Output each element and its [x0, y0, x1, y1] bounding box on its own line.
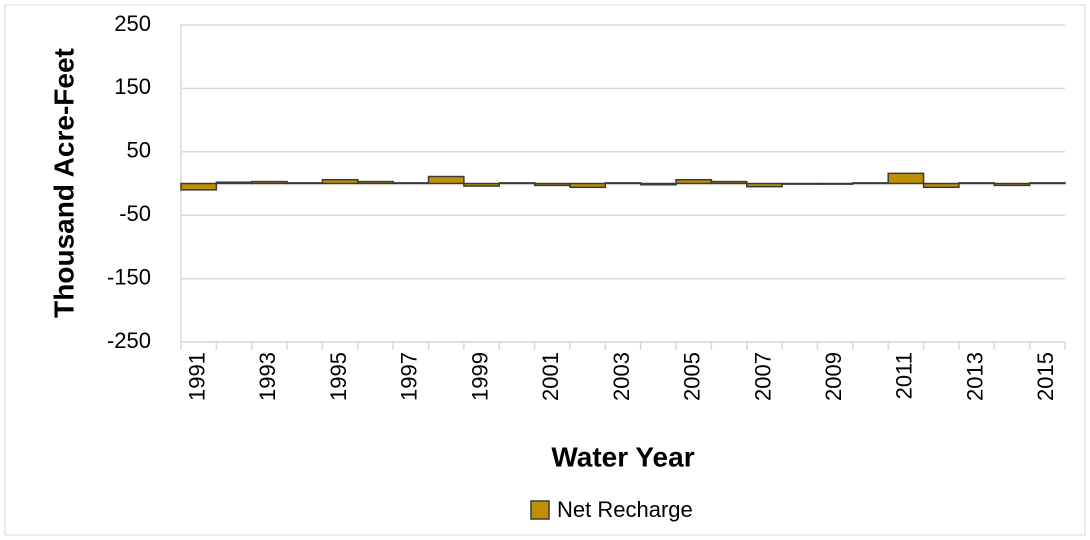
bar — [321, 178, 359, 185]
bar — [816, 182, 854, 185]
bar — [922, 182, 960, 189]
chart-border — [4, 4, 1086, 536]
bar — [887, 172, 925, 185]
y-tick-label: -250 — [107, 328, 151, 353]
bar — [427, 175, 465, 185]
y-tick-label: 50 — [127, 138, 151, 163]
bar — [180, 182, 218, 191]
y-axis-title: Thousand Acre-Feet — [48, 48, 79, 318]
bar — [604, 182, 642, 185]
bar — [463, 182, 500, 187]
legend-swatch — [530, 500, 550, 520]
x-tick-label: 2009 — [821, 352, 846, 401]
bar — [357, 180, 394, 185]
bar — [250, 180, 288, 185]
bar — [675, 178, 713, 185]
x-tick-label: 2001 — [538, 352, 563, 401]
bar — [533, 182, 571, 187]
x-axis-title: Water Year — [551, 441, 694, 472]
y-tick-label: 250 — [114, 11, 151, 36]
bar — [392, 182, 430, 185]
y-tick-label: -150 — [107, 264, 151, 289]
bar — [498, 182, 536, 185]
bar — [710, 180, 748, 185]
bar — [639, 182, 677, 186]
x-tick-label: 2015 — [1033, 352, 1058, 401]
bar — [852, 182, 889, 185]
y-tick-label: -50 — [119, 201, 151, 226]
bar — [215, 181, 253, 185]
bar — [286, 182, 324, 185]
bar — [746, 182, 783, 188]
x-tick-label: 2013 — [962, 352, 987, 401]
legend-label: Net Recharge — [557, 497, 693, 522]
bar — [569, 182, 607, 189]
x-tick-label: 2005 — [680, 352, 705, 401]
bar — [993, 182, 1031, 187]
bar — [958, 182, 996, 185]
y-tick-label: 150 — [114, 74, 151, 99]
x-tick-label: 2011 — [892, 352, 917, 399]
x-tick-label: 1999 — [467, 352, 492, 401]
bar — [781, 182, 819, 185]
x-tick-label: 1991 — [184, 352, 209, 401]
x-tick-label: 1993 — [255, 352, 280, 401]
x-tick-label: 2007 — [750, 352, 775, 401]
x-tick-label: 1997 — [397, 352, 422, 401]
x-tick-label: 2003 — [609, 352, 634, 401]
x-tick-label: 1995 — [326, 352, 351, 401]
bar — [1028, 182, 1066, 185]
